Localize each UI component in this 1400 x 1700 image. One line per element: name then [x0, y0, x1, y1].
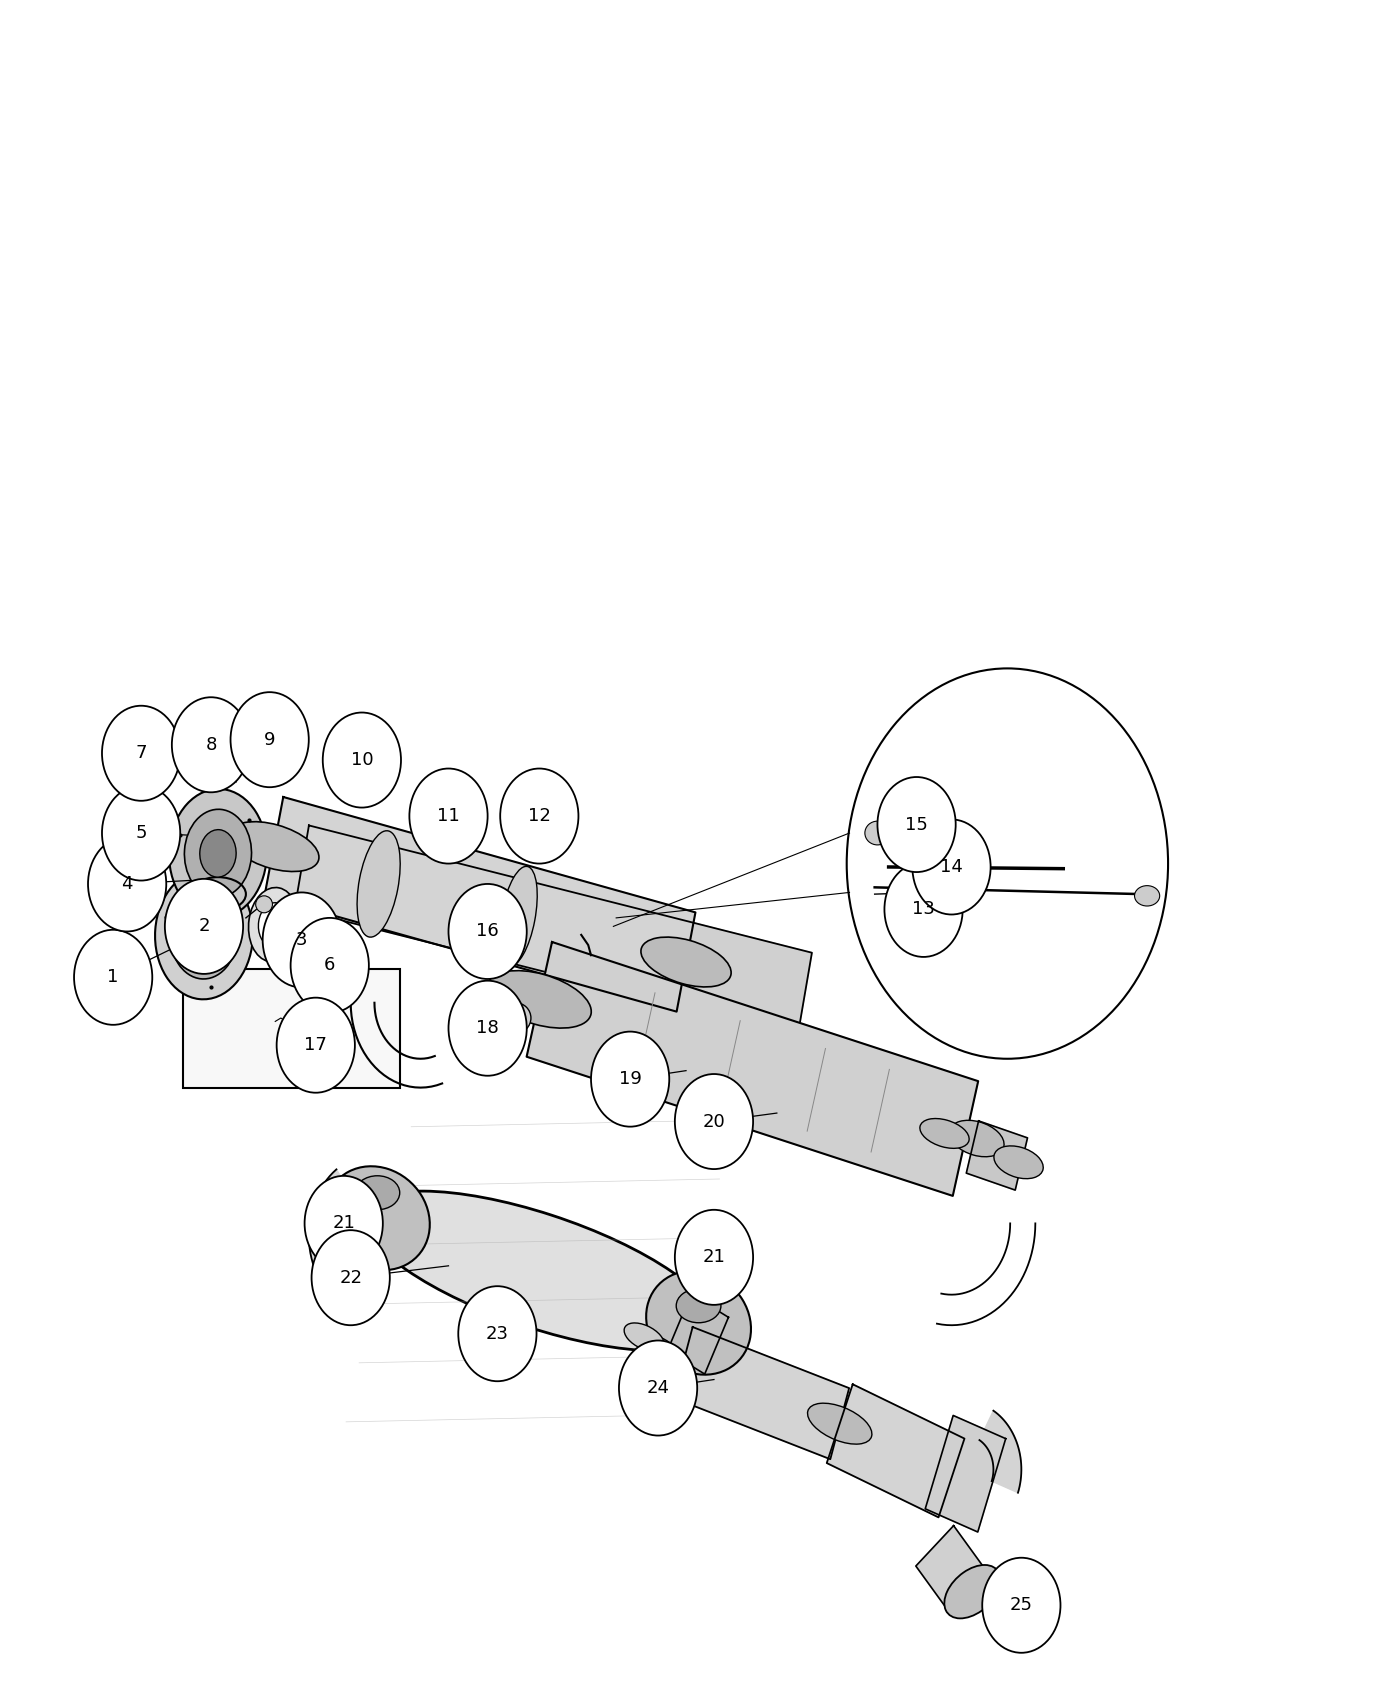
Ellipse shape	[325, 1166, 430, 1270]
Text: 6: 6	[323, 957, 336, 974]
Text: 24: 24	[647, 1379, 669, 1397]
Polygon shape	[916, 1525, 984, 1608]
Circle shape	[263, 892, 342, 988]
Ellipse shape	[298, 1020, 315, 1037]
Circle shape	[448, 981, 526, 1076]
Ellipse shape	[169, 789, 267, 918]
Ellipse shape	[808, 1402, 872, 1443]
Ellipse shape	[259, 903, 290, 947]
Ellipse shape	[155, 870, 253, 1000]
Ellipse shape	[638, 1334, 678, 1363]
Polygon shape	[668, 1294, 728, 1374]
Circle shape	[172, 697, 251, 792]
Ellipse shape	[641, 937, 731, 988]
Ellipse shape	[356, 1176, 400, 1210]
Ellipse shape	[949, 1120, 1004, 1156]
Circle shape	[102, 785, 181, 881]
Text: 16: 16	[476, 923, 498, 940]
Circle shape	[878, 777, 956, 872]
Circle shape	[448, 884, 526, 979]
Ellipse shape	[500, 867, 538, 966]
Circle shape	[675, 1210, 753, 1306]
Ellipse shape	[676, 1289, 721, 1323]
Text: 2: 2	[199, 918, 210, 935]
Ellipse shape	[994, 1146, 1043, 1178]
Circle shape	[291, 918, 368, 1013]
Polygon shape	[526, 942, 979, 1195]
Circle shape	[88, 836, 167, 932]
Text: 22: 22	[339, 1268, 363, 1287]
Text: 1: 1	[108, 969, 119, 986]
Polygon shape	[265, 797, 696, 1012]
Ellipse shape	[1134, 886, 1159, 906]
Text: 4: 4	[122, 876, 133, 892]
Text: 23: 23	[486, 1324, 510, 1343]
Circle shape	[458, 1287, 536, 1380]
Text: 18: 18	[476, 1020, 498, 1037]
Ellipse shape	[171, 891, 238, 979]
Text: 25: 25	[1009, 1596, 1033, 1615]
Circle shape	[983, 1557, 1060, 1652]
Text: 5: 5	[136, 824, 147, 842]
Ellipse shape	[290, 1012, 323, 1046]
Ellipse shape	[945, 1566, 1001, 1618]
Circle shape	[675, 1074, 753, 1170]
Circle shape	[277, 998, 354, 1093]
Ellipse shape	[624, 1323, 664, 1352]
Ellipse shape	[228, 821, 319, 872]
Text: 20: 20	[703, 1112, 725, 1130]
Circle shape	[500, 768, 578, 864]
Ellipse shape	[487, 971, 591, 1028]
Text: 17: 17	[304, 1037, 328, 1054]
Polygon shape	[294, 826, 812, 1035]
Circle shape	[885, 862, 963, 957]
Text: 11: 11	[437, 808, 459, 824]
Circle shape	[231, 692, 309, 787]
Circle shape	[74, 930, 153, 1025]
Ellipse shape	[934, 852, 984, 882]
Text: 3: 3	[295, 932, 308, 949]
Circle shape	[619, 1341, 697, 1435]
Circle shape	[102, 706, 181, 801]
Ellipse shape	[249, 887, 300, 962]
Circle shape	[305, 1176, 382, 1272]
Text: 8: 8	[206, 736, 217, 753]
Ellipse shape	[364, 1192, 715, 1352]
Ellipse shape	[889, 819, 909, 840]
Text: 7: 7	[136, 745, 147, 762]
Text: 19: 19	[619, 1069, 641, 1088]
Ellipse shape	[200, 830, 237, 877]
Polygon shape	[309, 1170, 350, 1300]
Text: 21: 21	[703, 1248, 725, 1266]
Polygon shape	[980, 1411, 1022, 1493]
Polygon shape	[473, 908, 507, 933]
Ellipse shape	[920, 1119, 969, 1148]
Ellipse shape	[186, 911, 223, 959]
Circle shape	[323, 712, 400, 808]
Ellipse shape	[865, 821, 890, 845]
Circle shape	[165, 879, 244, 974]
Text: 15: 15	[906, 816, 928, 833]
Text: 10: 10	[350, 751, 374, 768]
Ellipse shape	[256, 896, 273, 913]
Text: 14: 14	[939, 858, 963, 876]
Polygon shape	[966, 1120, 1028, 1190]
Ellipse shape	[500, 1003, 531, 1034]
Circle shape	[409, 768, 487, 864]
Circle shape	[913, 819, 991, 915]
Bar	[183, 969, 399, 1088]
Polygon shape	[925, 1416, 1005, 1532]
Circle shape	[312, 1231, 389, 1326]
Polygon shape	[827, 1384, 965, 1518]
Text: 13: 13	[913, 901, 935, 918]
Text: 9: 9	[265, 731, 276, 748]
Text: 12: 12	[528, 808, 550, 824]
Ellipse shape	[357, 831, 400, 937]
Circle shape	[591, 1032, 669, 1127]
Ellipse shape	[647, 1272, 750, 1375]
Ellipse shape	[185, 809, 252, 898]
Polygon shape	[673, 1328, 850, 1459]
Text: 21: 21	[332, 1214, 356, 1232]
